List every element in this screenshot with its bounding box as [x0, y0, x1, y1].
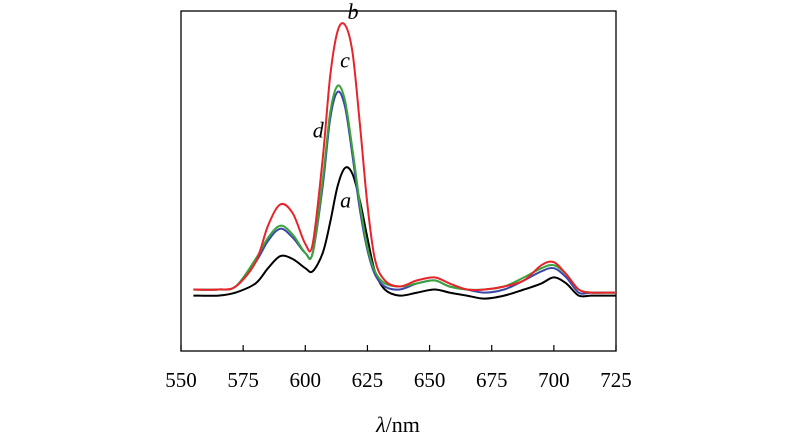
x-axis-label: λ/nm [375, 412, 420, 437]
curve-label-c: c [340, 48, 350, 73]
x-axis-symbol: λ [375, 412, 386, 437]
series-line-b [193, 22, 616, 294]
x-axis-unit: /nm [386, 412, 420, 437]
x-tick-label: 625 [352, 368, 384, 392]
series-line-a [193, 166, 616, 300]
x-tick-label: 600 [290, 368, 322, 392]
x-tick-label: 675 [476, 368, 508, 392]
x-tick-label: 550 [165, 368, 197, 392]
curve-labels-group: a d cb [313, 0, 359, 212]
x-tick-label: 650 [414, 368, 446, 392]
curve-label-d: d [313, 118, 325, 143]
x-tick-label: 725 [600, 368, 632, 392]
x-tick-label: 700 [538, 368, 570, 392]
plot-frame [180, 10, 617, 352]
x-tick-label: 575 [227, 368, 259, 392]
series-line-c [193, 84, 616, 294]
series-line-d [193, 90, 616, 295]
curve-label-b: b [348, 0, 359, 24]
x-ticks-group: 550 575 600 625 650 675 700 725 [165, 345, 632, 392]
curves-group [193, 22, 616, 300]
curve-label-a: a [340, 187, 351, 212]
